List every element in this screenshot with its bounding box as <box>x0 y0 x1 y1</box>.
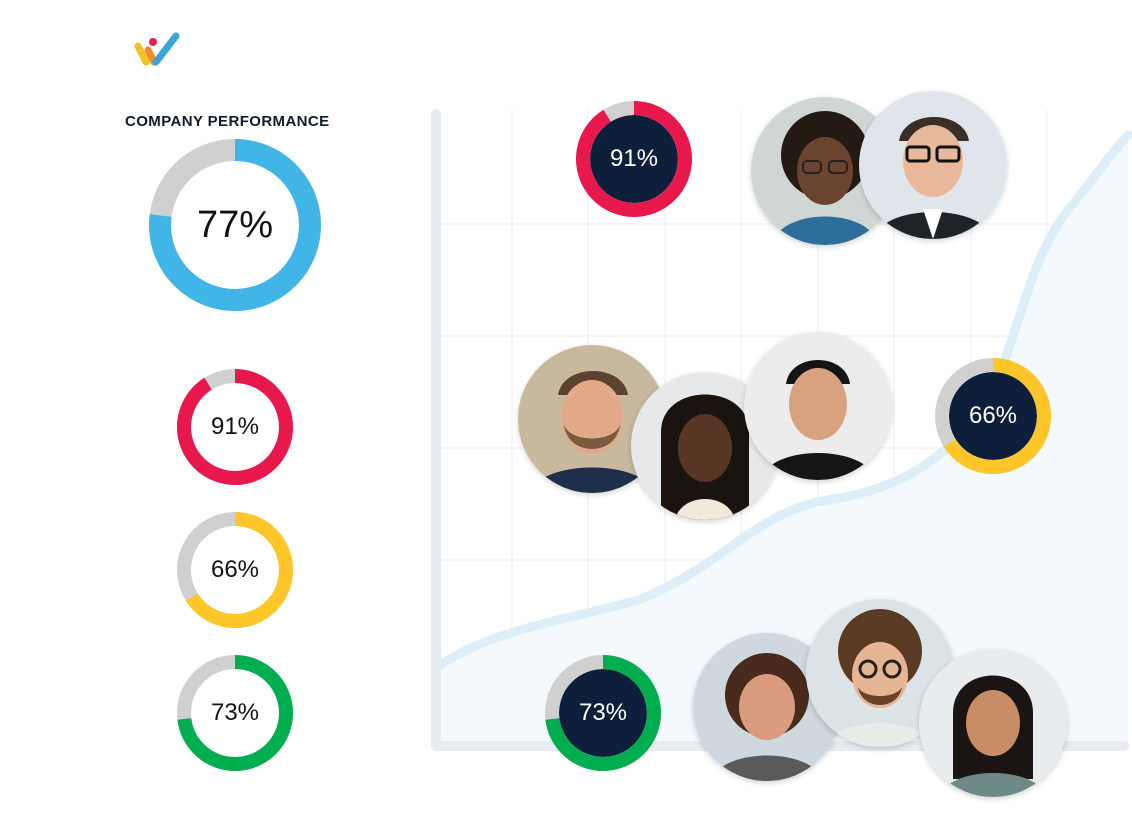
ring-progress-arc <box>149 139 321 311</box>
avatar-young-man <box>744 332 892 480</box>
ring-progress-arc <box>177 655 293 771</box>
avatar-man-glasses <box>859 91 1007 239</box>
sidebar-ring-value: 91% <box>210 413 260 440</box>
chart-badge-91: 91% <box>576 101 692 217</box>
trend-fill <box>436 135 1128 745</box>
sidebar-ring-value: 73% <box>210 699 260 726</box>
ring-progress-arc <box>576 101 692 217</box>
ring-progress-arc <box>545 655 661 771</box>
main-performance-ring: 77% <box>149 139 321 311</box>
chart-badge-value: 66% <box>968 402 1018 429</box>
chart-badge-value: 91% <box>609 145 659 172</box>
trend-line <box>431 130 1132 673</box>
sidebar-ring-73: 73% <box>177 655 293 771</box>
avatar-curly-hair-man <box>806 599 954 747</box>
ring-center <box>949 372 1037 460</box>
ring-progress-arc <box>935 358 1051 474</box>
ring-center <box>590 115 678 203</box>
ring-center <box>559 669 647 757</box>
chart-badge-66: 66% <box>935 358 1051 474</box>
company-performance-title: COMPANY PERFORMANCE <box>125 113 330 130</box>
avatar-woman-braids <box>631 372 779 520</box>
avatar-young-woman <box>919 649 1067 797</box>
sidebar-ring-91: 91% <box>177 369 293 485</box>
ring-progress-arc <box>177 369 293 485</box>
main-performance-value: 77% <box>196 203 274 246</box>
sidebar-ring-value: 66% <box>210 556 260 583</box>
sidebar-ring-66: 66% <box>177 512 293 628</box>
chart-badge-73: 73% <box>545 655 661 771</box>
brand-logo-icon <box>134 32 182 68</box>
ring-progress-arc <box>177 512 293 628</box>
chart-badge-value: 73% <box>578 699 628 726</box>
